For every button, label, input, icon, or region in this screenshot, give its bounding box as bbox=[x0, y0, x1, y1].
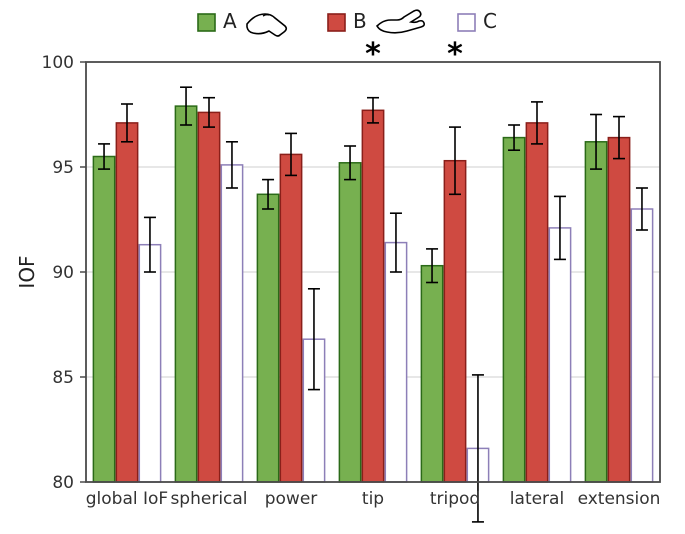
x-tick-label: power bbox=[265, 489, 318, 509]
bar-A-global-IoF bbox=[93, 157, 114, 483]
bar-C-spherical bbox=[221, 165, 242, 482]
legend-label-B: B bbox=[353, 9, 367, 33]
bar-B-extension bbox=[608, 138, 629, 482]
bar-C-global-IoF bbox=[139, 245, 160, 482]
bar-A-tip bbox=[339, 163, 360, 482]
bar-B-lateral bbox=[526, 123, 547, 482]
significance-marker: * bbox=[365, 37, 381, 72]
y-tick-label: 100 bbox=[42, 53, 74, 73]
bar-B-tripod bbox=[444, 161, 465, 482]
bar-A-tripod bbox=[421, 266, 442, 482]
bar-A-lateral bbox=[503, 138, 524, 482]
legend-swatch-A bbox=[198, 14, 215, 31]
legend-swatch-B bbox=[328, 14, 345, 31]
bar-A-extension bbox=[585, 142, 606, 482]
x-tick-label: global IoF bbox=[86, 489, 168, 509]
x-tick-label: tip bbox=[362, 489, 384, 509]
x-tick-label: extension bbox=[578, 489, 661, 509]
bar-A-power bbox=[257, 194, 278, 482]
bar-B-tip bbox=[362, 110, 383, 482]
x-tick-label: tripod bbox=[430, 489, 480, 509]
bar-B-spherical bbox=[198, 112, 219, 482]
y-tick-label: 80 bbox=[52, 473, 74, 493]
iof-bar-chart: 80 85 90 95 100 global IoFspherical power tip * t… bbox=[0, 0, 685, 534]
bar-C-tip bbox=[385, 243, 406, 482]
y-tick-label: 90 bbox=[52, 263, 74, 283]
significance-marker: * bbox=[447, 37, 463, 72]
chart-container: 80 85 90 95 100 global IoFspherical power tip * t… bbox=[0, 0, 685, 534]
x-tick-label: lateral bbox=[510, 489, 564, 509]
bar-B-global-IoF bbox=[116, 123, 137, 482]
y-tick-label: 85 bbox=[52, 368, 74, 388]
hand-open-icon bbox=[377, 10, 424, 33]
y-axis-title: IOF bbox=[15, 255, 39, 288]
hand-fist-icon bbox=[247, 14, 286, 36]
legend-swatch-C bbox=[458, 14, 475, 31]
bar-C-extension bbox=[631, 209, 652, 482]
bar-B-power bbox=[280, 154, 301, 482]
x-tick-label: spherical bbox=[170, 489, 247, 509]
legend-label-A: A bbox=[223, 9, 237, 33]
y-tick-label: 95 bbox=[52, 158, 74, 178]
legend-label-C: C bbox=[483, 9, 497, 33]
bar-A-spherical bbox=[175, 106, 196, 482]
bar-C-lateral bbox=[549, 228, 570, 482]
